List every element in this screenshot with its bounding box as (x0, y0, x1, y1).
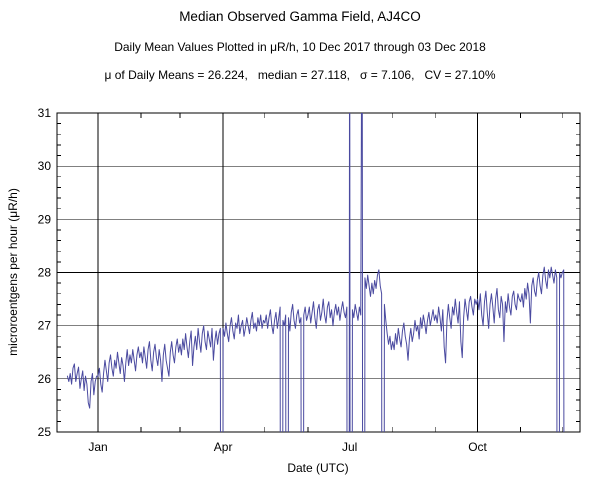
y-axis-title: microroentgens per hour (μR/h) (6, 188, 20, 356)
y-tick-label: 31 (38, 106, 52, 120)
y-tick-label: 28 (38, 266, 52, 280)
chart-title: Median Observed Gamma Field, AJ4CO (179, 9, 421, 24)
data-series-group (66, 113, 565, 432)
chart-statistics-line: μ of Daily Means = 26.224, median = 27.1… (104, 68, 496, 82)
x-tick-label: Apr (214, 440, 233, 454)
axis-ticks (57, 113, 580, 432)
x-tick-label: Jan (88, 440, 107, 454)
chart-subtitle: Daily Mean Values Plotted in μR/h, 10 De… (114, 40, 486, 54)
plot-border (56, 112, 581, 433)
y-tick-label: 26 (38, 372, 52, 386)
y-tick-labels: 25 26 27 28 29 30 31 (38, 106, 52, 439)
x-tick-label: Jul (342, 440, 357, 454)
y-tick-label: 30 (38, 159, 52, 173)
gamma-data-line (66, 113, 565, 432)
x-axis-title: Date (UTC) (287, 461, 348, 475)
x-tick-label: Oct (468, 440, 487, 454)
x-tick-labels: Jan Apr Jul Oct (88, 440, 487, 454)
y-tick-label: 29 (38, 212, 52, 226)
y-tick-label: 25 (38, 425, 52, 439)
gridlines (57, 113, 580, 432)
y-tick-label: 27 (38, 319, 52, 333)
